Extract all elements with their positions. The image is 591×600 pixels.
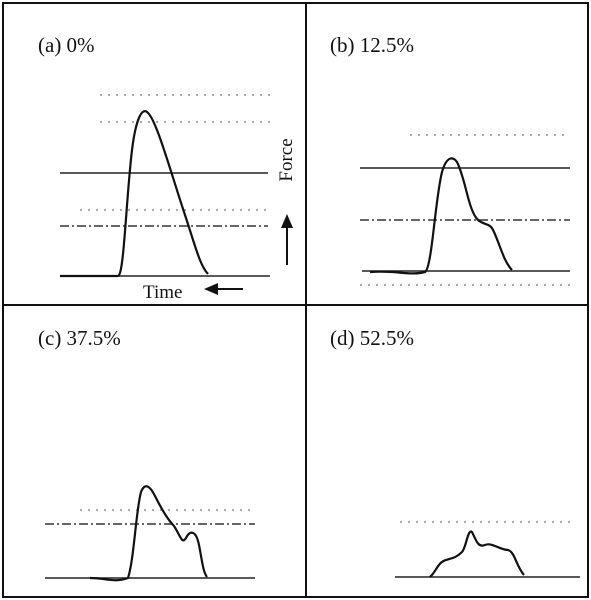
axis-label: Force: [276, 138, 297, 181]
panel-label: (a) 0%: [38, 33, 95, 57]
panel-label: (c) 37.5%: [38, 326, 121, 350]
axis-label: Time: [143, 282, 182, 303]
panel-label: (d) 52.5%: [330, 326, 414, 350]
page: (a) 0% (b) 12.5% (c) 37.5% (d) 52.5% For…: [0, 0, 591, 600]
panel-label: (b) 12.5%: [330, 33, 414, 57]
figure: (a) 0% (b) 12.5% (c) 37.5% (d) 52.5% For…: [0, 0, 591, 600]
